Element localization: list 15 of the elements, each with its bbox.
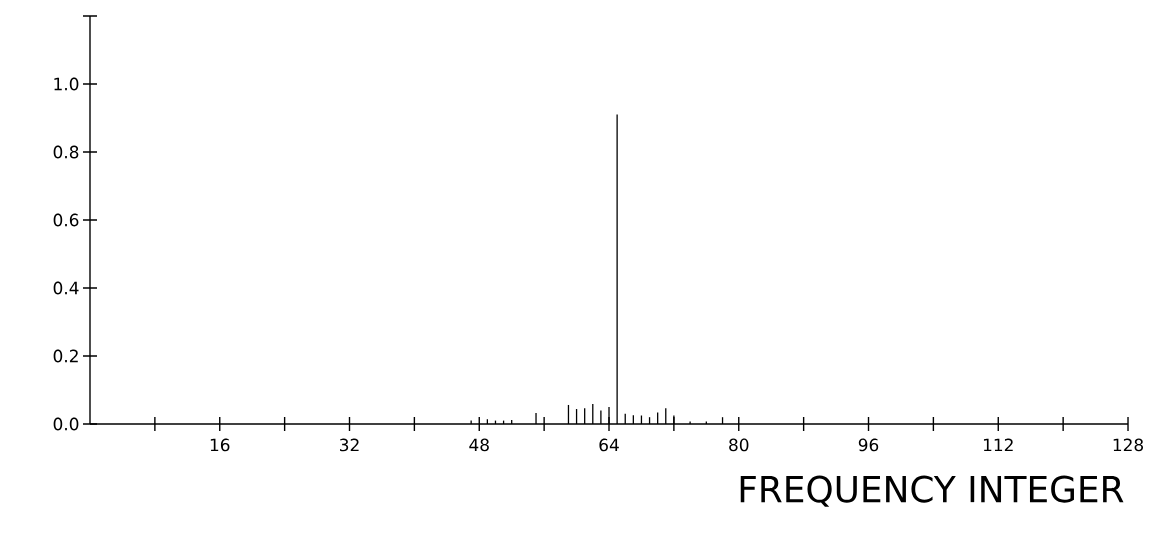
y-tick-label: 1.0	[54, 77, 79, 91]
y-tick-label: 0.4	[53, 281, 79, 295]
y-tick-label: 0.2	[53, 349, 78, 363]
y-tick-label: 0.8	[53, 145, 79, 159]
x-tick-label: 64	[599, 438, 619, 452]
x-axis-title: FREQUENCY INTEGER	[740, 475, 1124, 507]
x-tick-label: 128	[1113, 438, 1144, 452]
x-tick-label: 48	[469, 438, 489, 452]
x-tick-label: 32	[340, 438, 359, 452]
x-tick-label: 96	[858, 438, 879, 452]
x-tick-label: 80	[729, 438, 749, 452]
x-tick-label: 16	[210, 438, 230, 452]
y-tick-label: 0.6	[53, 213, 79, 227]
y-tick-label: 0.0	[53, 417, 79, 431]
x-tick-label: 112	[983, 438, 1013, 452]
